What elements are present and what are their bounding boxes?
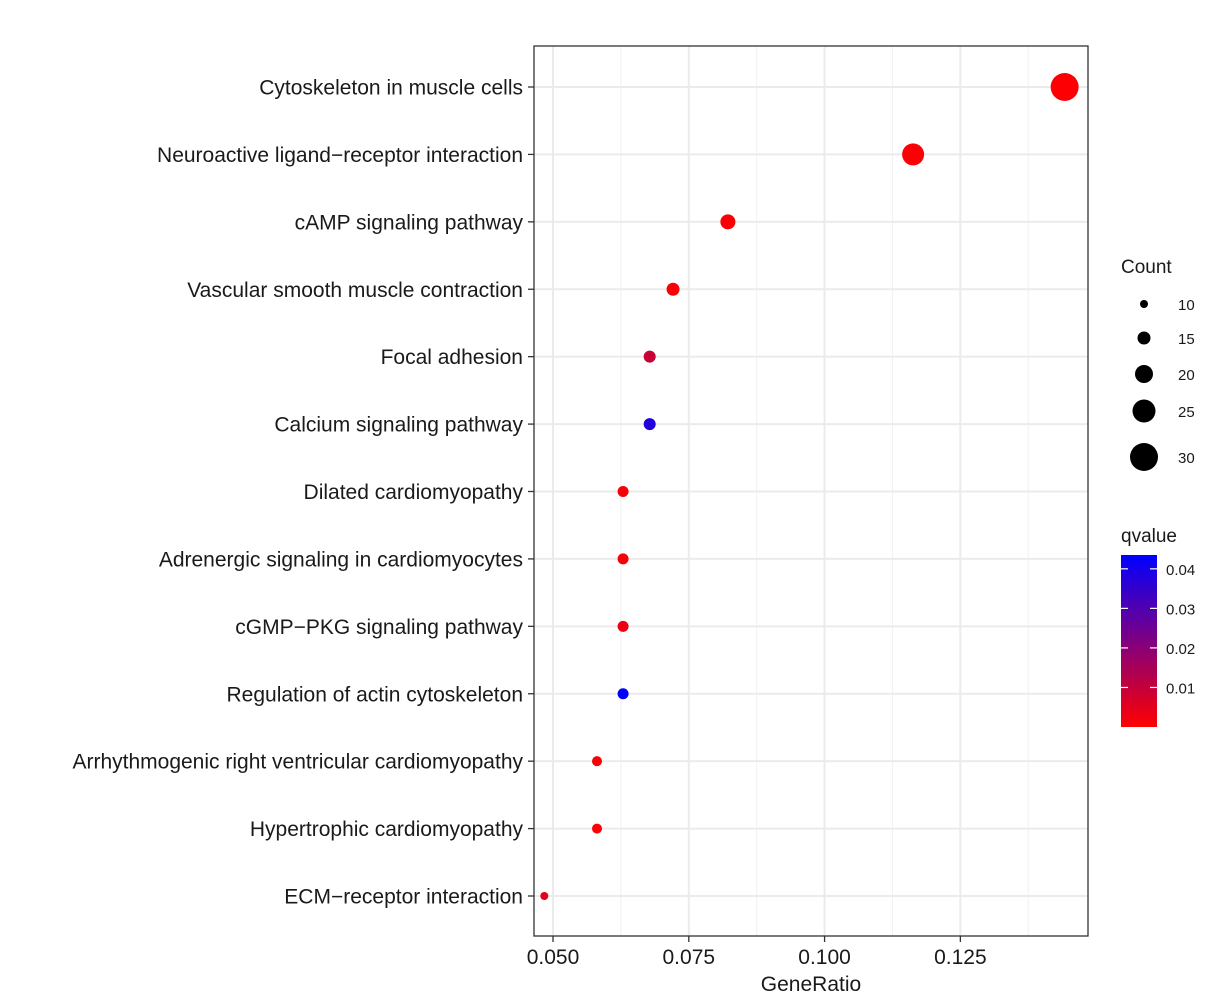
data-point — [902, 143, 925, 166]
data-point — [1050, 73, 1079, 101]
x-axis: 0.050 0.075 0.100 0.125 — [527, 936, 987, 969]
plot-panel — [533, 45, 1089, 937]
x-tick-label: 0.100 — [798, 946, 851, 969]
y-tick-label: cGMP−PKG signaling pathway — [235, 616, 523, 639]
size-legend-key — [1135, 365, 1153, 383]
y-tick-label: Cytoskeleton in muscle cells — [259, 77, 523, 100]
data-point — [540, 892, 549, 900]
data-point — [617, 688, 629, 700]
size-legend-label: 30 — [1178, 450, 1195, 467]
x-axis-title: GeneRatio — [761, 973, 861, 996]
size-legend-key — [1130, 443, 1158, 471]
y-tick-label: Vascular smooth muscle contraction — [187, 279, 523, 302]
size-legend-label: 10 — [1178, 297, 1195, 314]
data-point — [643, 418, 656, 431]
y-tick-label: ECM−receptor interaction — [284, 886, 523, 909]
grid-lines — [534, 46, 1088, 936]
size-legend-title: Count — [1121, 257, 1172, 278]
y-tick-label: Arrhythmogenic right ventricular cardiom… — [72, 751, 523, 774]
data-point — [617, 620, 629, 632]
y-axis: Cytoskeleton in muscle cells Neuroactive … — [72, 77, 534, 909]
y-tick-label: Dilated cardiomyopathy — [304, 481, 524, 504]
size-legend: Count 10 15 20 25 30 — [1121, 257, 1195, 471]
color-legend: qvalue 0.01 0.02 0.03 0.04 — [1121, 526, 1195, 727]
colorbar-tick-label: 0.02 — [1166, 641, 1195, 658]
data-point — [720, 214, 736, 230]
y-tick-label: Calcium signaling pathway — [274, 414, 523, 437]
size-legend-key — [1137, 331, 1151, 345]
data-point — [617, 553, 629, 565]
y-tick-label: Hypertrophic cardiomyopathy — [250, 818, 524, 841]
colorbar-tick-label: 0.04 — [1166, 562, 1195, 579]
data-point — [666, 282, 680, 296]
color-legend-title: qvalue — [1121, 526, 1177, 547]
qvalue-colorbar — [1121, 555, 1157, 727]
colorbar-tick-label: 0.03 — [1166, 601, 1195, 618]
x-tick-label: 0.050 — [527, 946, 580, 969]
size-legend-label: 20 — [1178, 367, 1195, 384]
size-legend-key — [1132, 399, 1156, 423]
size-legend-key — [1140, 300, 1148, 308]
data-point — [592, 756, 603, 767]
data-point — [592, 823, 603, 834]
data-point — [617, 486, 629, 497]
y-tick-label: Adrenergic signaling in cardiomyocytes — [159, 548, 523, 571]
y-tick-label: cAMP signaling pathway — [295, 211, 524, 234]
x-tick-label: 0.075 — [663, 946, 716, 969]
size-legend-label: 25 — [1178, 404, 1195, 421]
colorbar-tick-label: 0.01 — [1166, 680, 1195, 697]
data-points — [540, 73, 1079, 900]
data-point — [643, 350, 656, 363]
y-tick-label: Regulation of actin cytoskeleton — [226, 683, 523, 706]
x-tick-label: 0.125 — [934, 946, 987, 969]
size-legend-label: 15 — [1178, 331, 1195, 348]
y-tick-label: Focal adhesion — [381, 346, 523, 369]
y-tick-label: Neuroactive ligand−receptor interaction — [157, 144, 523, 167]
